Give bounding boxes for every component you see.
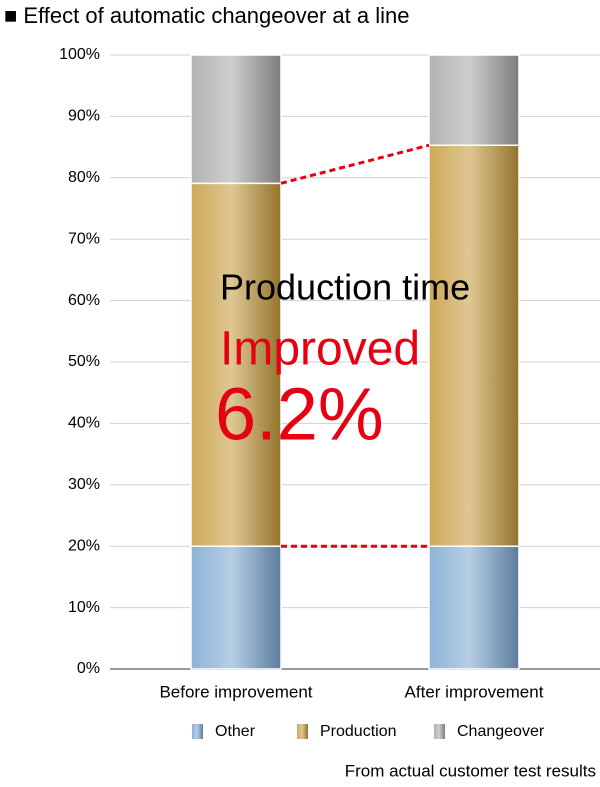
bar-segment <box>190 54 282 185</box>
y-tick-label: 10% <box>68 599 100 616</box>
bar-segment <box>190 182 282 547</box>
bar-segment <box>428 54 520 147</box>
y-tick-label: 40% <box>68 415 100 432</box>
legend-label: Production <box>320 723 397 740</box>
y-tick-label: 50% <box>68 353 100 370</box>
y-tick-label: 100% <box>59 46 100 63</box>
connector <box>280 143 430 185</box>
legend-label: Changeover <box>457 723 545 740</box>
y-tick-label: 80% <box>68 169 100 186</box>
annotation: Production time <box>220 267 470 308</box>
y-tick-label: 0% <box>77 660 100 677</box>
y-tick-label: 60% <box>68 292 100 309</box>
bar-segment <box>428 545 520 670</box>
footnote: From actual customer test results <box>345 761 596 780</box>
bar-segment <box>428 144 520 547</box>
legend-swatch <box>192 724 203 739</box>
y-tick-label: 20% <box>68 537 100 554</box>
x-tick-label: Before improvement <box>159 682 312 701</box>
annotation: 6.2% <box>215 373 384 456</box>
x-tick-label: After improvement <box>405 682 544 701</box>
y-tick-label: 70% <box>68 230 100 247</box>
y-tick-label: 30% <box>68 476 100 493</box>
y-tick-label: 90% <box>68 108 100 125</box>
legend-label: Other <box>215 723 256 740</box>
legend-swatch <box>434 724 445 739</box>
bar-segment <box>190 545 282 670</box>
legend-swatch <box>297 724 308 739</box>
annotation: Improved <box>220 323 420 376</box>
chart-title: ■ Effect of automatic changeover at a li… <box>4 3 409 28</box>
